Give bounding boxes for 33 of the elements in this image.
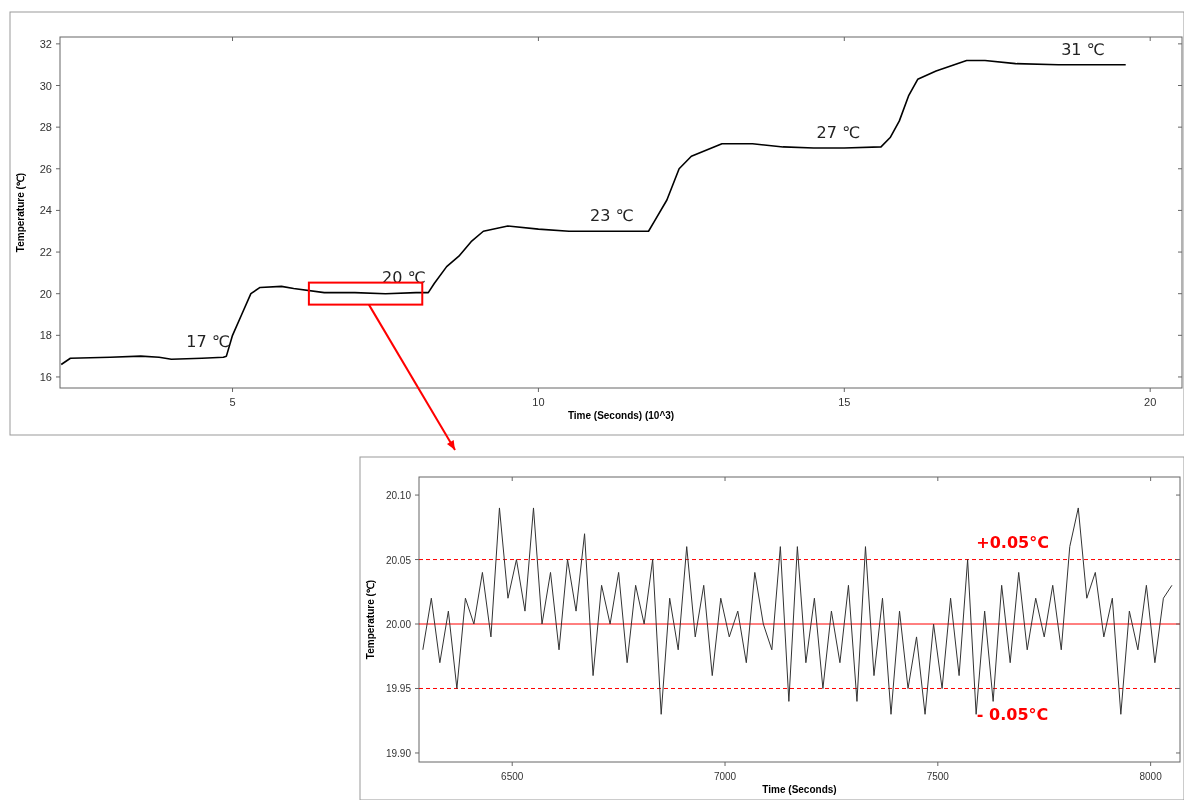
- annotation: 23 ℃: [590, 206, 634, 226]
- ref-line-label: - 0.05°C: [976, 705, 1049, 725]
- line-series: [60, 59, 1127, 366]
- y-axis-title: Temperature (℃): [15, 172, 26, 253]
- x-tick-label: 20: [1144, 396, 1157, 408]
- y-tick-label: 16: [39, 370, 52, 383]
- y-tick-label: 28: [39, 121, 52, 134]
- y-tick-label: 20.05: [385, 554, 412, 566]
- y-axis-title: Temperature (℃): [365, 579, 376, 660]
- y-tick-label: 19.90: [385, 747, 412, 759]
- y-tick-label: 32: [39, 37, 52, 50]
- annotation: 27 ℃: [816, 122, 860, 142]
- y-tick-label: 20.10: [385, 490, 412, 502]
- x-tick-label: 10: [532, 396, 545, 408]
- x-tick-label: 8000: [1139, 771, 1163, 782]
- ref-line-label: +0.05°C: [976, 532, 1049, 552]
- x-tick-label: 5: [229, 396, 236, 408]
- y-tick-label: 22: [39, 246, 52, 259]
- y-tick-label: 26: [39, 162, 52, 175]
- x-axis-title: Time (Seconds): [762, 784, 837, 795]
- annotation: 31 ℃: [1061, 39, 1105, 59]
- x-tick-label: 6500: [501, 771, 524, 782]
- y-tick-label: 18: [39, 329, 52, 342]
- y-tick-label: 20.00: [385, 619, 412, 631]
- x-axis-title: Time (Seconds) (10^3): [567, 410, 675, 421]
- y-tick-label: 20: [39, 287, 52, 300]
- y-tick-label: 19.95: [385, 683, 412, 695]
- x-tick-label: 7500: [926, 771, 950, 782]
- y-tick-label: 30: [39, 79, 52, 92]
- annotation: 17 ℃: [186, 332, 230, 352]
- y-tick-label: 24: [39, 204, 52, 217]
- x-tick-label: 7000: [713, 771, 737, 782]
- x-tick-label: 15: [838, 396, 851, 408]
